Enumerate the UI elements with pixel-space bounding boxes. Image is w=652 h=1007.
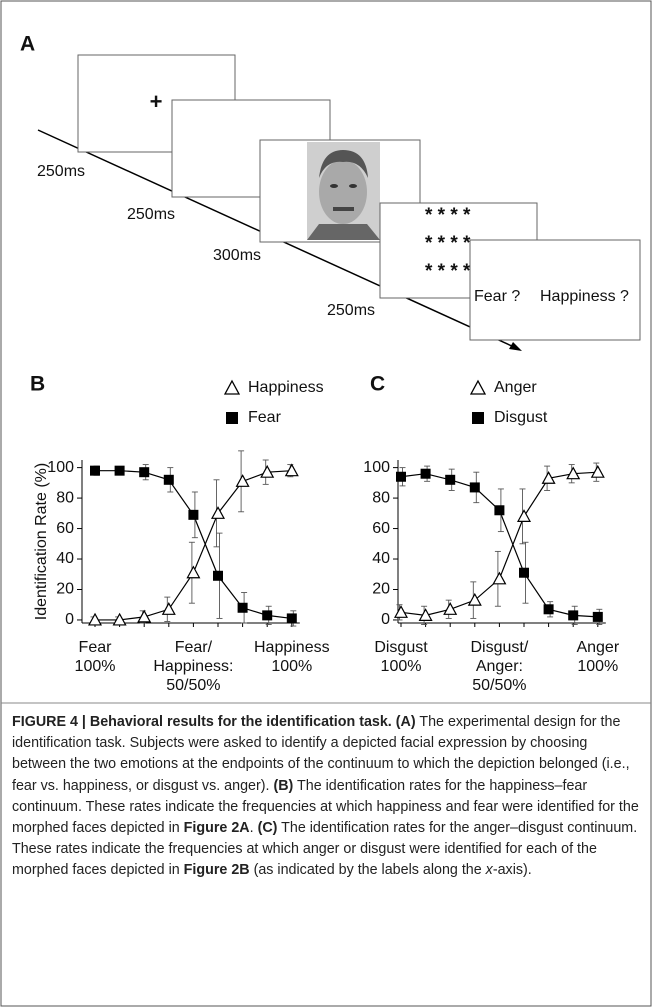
- marker: [90, 465, 100, 476]
- y-tick-label: 60: [372, 520, 390, 537]
- face-photo: [307, 142, 380, 240]
- mask-row: * * * *: [425, 233, 471, 254]
- marker: [213, 570, 223, 581]
- caption-segment: Figure 2A: [183, 820, 250, 837]
- legend-marker: [472, 412, 484, 424]
- marker: [443, 602, 458, 615]
- duration: 250ms: [127, 206, 175, 223]
- legend-marker: [226, 412, 238, 424]
- y-tick-label: 80: [372, 489, 390, 506]
- marker: [163, 474, 174, 485]
- arrow-head: [509, 342, 522, 351]
- y-tick-label: 60: [56, 520, 74, 537]
- panel-label: A: [20, 33, 35, 56]
- duration: 300ms: [213, 247, 261, 264]
- caption-segment: (as indicated by the labels along the: [249, 862, 486, 879]
- caption-segment: The identification rates for the happine…: [12, 777, 639, 837]
- caption-segment: FIGURE 4 | Behavioral results for the id…: [12, 714, 392, 730]
- marker: [393, 605, 409, 618]
- y-tick-label: 80: [56, 489, 74, 506]
- choice: Fear ?: [474, 288, 520, 305]
- marker: [445, 474, 456, 485]
- marker: [112, 612, 127, 626]
- caption-segment: The identification rates for the anger–d…: [12, 820, 638, 879]
- caption-segment: The experimental design for the identifi…: [12, 714, 630, 794]
- legend-marker: [469, 379, 487, 395]
- marker: [286, 613, 297, 624]
- marker: [87, 612, 103, 626]
- marker: [210, 506, 226, 519]
- legend-label: Happiness: [248, 379, 324, 396]
- marker: [139, 467, 150, 478]
- fixation-cross: +: [150, 89, 163, 114]
- y-tick-label: 100: [47, 459, 74, 476]
- duration: 250ms: [37, 163, 85, 180]
- marker: [469, 482, 480, 493]
- marker: [235, 474, 250, 487]
- mask-row: * * * *: [425, 261, 471, 282]
- x-tick-label: Fear/ Happiness: 50/50%: [153, 639, 234, 694]
- y-tick-label: 0: [381, 611, 390, 628]
- y-tick-label: 20: [56, 581, 74, 598]
- marker: [492, 571, 507, 585]
- marker: [114, 465, 125, 476]
- marker: [396, 471, 406, 482]
- marker: [516, 509, 532, 522]
- marker: [519, 567, 529, 578]
- marker: [418, 608, 433, 621]
- screen: [469, 239, 641, 341]
- x-tick-label: Happiness 100%: [253, 639, 330, 675]
- panel-label: C: [370, 373, 385, 396]
- caption-segment: x: [485, 862, 493, 879]
- marker: [262, 610, 273, 621]
- marker: [186, 565, 201, 579]
- choice: Happiness ?: [540, 288, 629, 305]
- marker: [161, 602, 176, 615]
- x-tick-label: Disgust 100%: [374, 639, 428, 675]
- marker: [590, 464, 605, 478]
- legend-marker: [223, 379, 241, 395]
- marker: [566, 466, 581, 480]
- mask-row: * * * *: [425, 205, 471, 226]
- marker: [260, 464, 275, 478]
- marker: [568, 610, 579, 621]
- y-tick-label: 0: [65, 611, 74, 628]
- x-tick-label: Disgust/ Anger: 50/50%: [470, 639, 529, 694]
- caption-segment: (C): [257, 820, 278, 837]
- marker: [467, 592, 482, 606]
- caption-segment: (A): [395, 714, 416, 730]
- marker: [284, 463, 299, 477]
- caption-segment: (B): [273, 777, 294, 794]
- legend-label: Anger: [494, 379, 537, 396]
- caption-segment: Figure 2B: [183, 862, 250, 879]
- marker: [237, 602, 248, 613]
- marker: [541, 471, 556, 484]
- marker: [420, 468, 431, 479]
- duration: 250ms: [327, 302, 375, 319]
- y-tick-label: 20: [372, 581, 390, 598]
- caption: FIGURE 4 | Behavioral results for the id…: [12, 712, 642, 882]
- panel-label: B: [30, 373, 45, 396]
- marker: [188, 509, 199, 520]
- caption-segment: -axis).: [492, 862, 532, 879]
- marker: [543, 604, 554, 615]
- y-tick-label: 40: [372, 550, 390, 567]
- y-tick-label: 40: [56, 550, 74, 567]
- caption-segment: .: [249, 820, 258, 837]
- marker: [592, 611, 603, 622]
- marker: [137, 609, 152, 623]
- y-tick-label: 100: [363, 459, 390, 476]
- x-tick-label: Fear 100%: [74, 639, 116, 675]
- y-axis-label: Identification Rate (%): [33, 463, 50, 620]
- legend-label: Fear: [248, 409, 282, 426]
- x-tick-label: Anger 100%: [576, 639, 620, 675]
- legend-label: Disgust: [494, 409, 548, 426]
- marker: [494, 505, 505, 516]
